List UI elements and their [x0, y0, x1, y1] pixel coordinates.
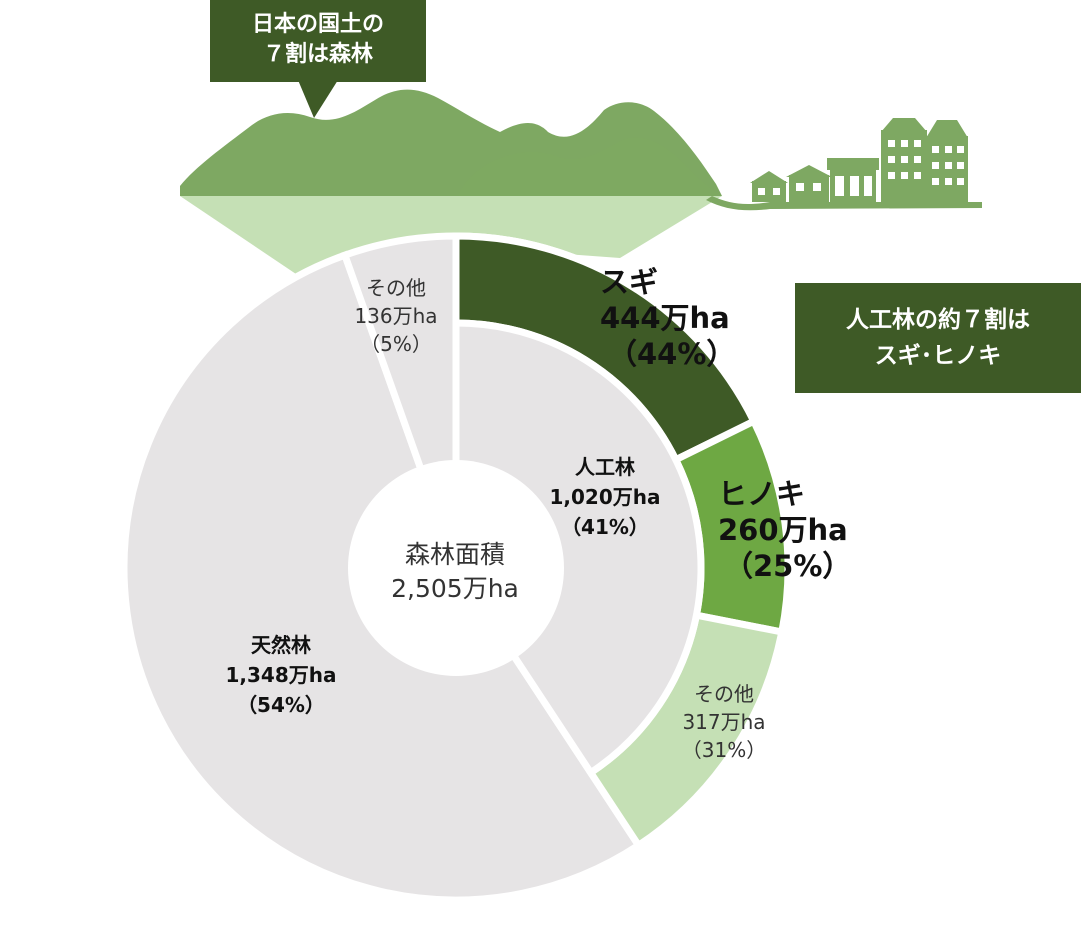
- label-natural-value: 1,348万ha: [225, 663, 337, 687]
- label-natural-pct: （54%）: [237, 693, 325, 717]
- center-label-value: 2,505万ha: [391, 574, 519, 603]
- label-inner-other-name: その他: [366, 276, 426, 300]
- label-hinoki: ヒノキ 260万ha （25%）: [718, 476, 851, 584]
- callout-right-line1: 人工林の約７割は: [846, 307, 1030, 333]
- label-outer-other-pct: （31%）: [681, 738, 767, 762]
- label-sugi-pct: （44%）: [608, 337, 736, 371]
- callout-top-line1: 日本の国土の: [251, 12, 384, 37]
- label-outer-other-name: その他: [694, 682, 754, 706]
- label-sugi-value: 444万ha: [600, 301, 730, 335]
- label-inner-other-pct: （5%）: [360, 332, 432, 356]
- callout-pointer: [298, 80, 338, 118]
- callout-right-line2: スギ･ヒノキ: [874, 343, 1002, 369]
- center-label-title: 森林面積: [404, 540, 505, 569]
- donut-chart: [120, 232, 792, 904]
- label-natural-name: 天然林: [251, 633, 311, 657]
- callout-top-line2: ７割は森林: [262, 42, 373, 67]
- label-inner-other: その他 136万ha （5%）: [336, 274, 456, 358]
- label-inner-other-value: 136万ha: [354, 304, 438, 328]
- label-hinoki-name: ヒノキ: [718, 477, 806, 511]
- label-natural: 天然林 1,348万ha （54%）: [196, 630, 366, 720]
- label-outer-other-value: 317万ha: [682, 710, 766, 734]
- center-total-label: 森林面積 2,505万ha: [370, 538, 540, 606]
- label-planted: 人工林 1,020万ha （41%）: [520, 452, 690, 542]
- pie-slice-planted-core: [452, 319, 705, 778]
- ground-line: [706, 196, 982, 211]
- label-planted-value: 1,020万ha: [549, 485, 661, 509]
- label-hinoki-pct: （25%）: [724, 549, 852, 583]
- label-planted-name: 人工林: [575, 455, 635, 479]
- donut-hole: [348, 460, 564, 676]
- building-windows: [758, 140, 964, 196]
- label-outer-other: その他 317万ha （31%）: [664, 680, 784, 764]
- label-hinoki-value: 260万ha: [718, 513, 848, 547]
- label-sugi: スギ 444万ha （44%）: [600, 264, 735, 372]
- callout-forest-share: 日本の国土の ７割は森林: [210, 0, 426, 82]
- label-planted-pct: （41%）: [561, 515, 649, 539]
- label-sugi-name: スギ: [600, 265, 659, 299]
- mountain-front: [458, 137, 722, 196]
- callout-planted-share: 人工林の約７割は スギ･ヒノキ: [795, 283, 1081, 393]
